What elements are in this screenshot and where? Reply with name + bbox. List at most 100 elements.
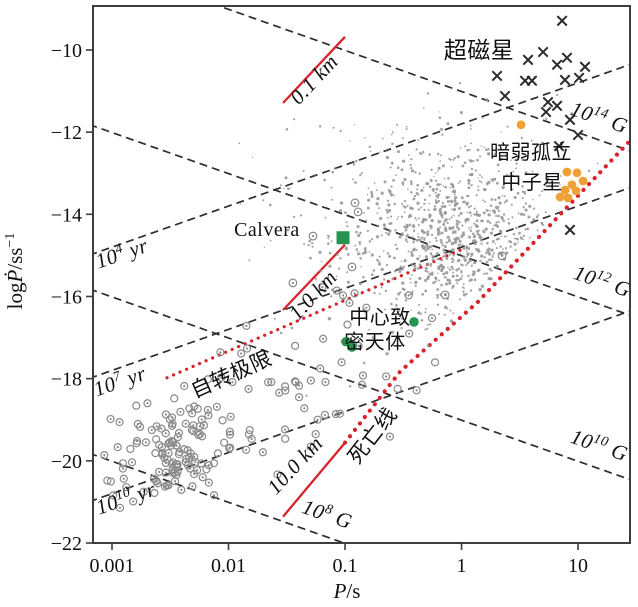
pulsar-dot (466, 211, 468, 214)
pulsar-dot (429, 264, 432, 267)
pulsar-dot (403, 265, 405, 268)
pulsar-dot (471, 273, 475, 277)
pulsar-dot (503, 195, 506, 198)
y-tick-label: −10 (51, 40, 82, 62)
binary-pulsar-ring (242, 344, 252, 353)
binary-pulsar-dot (192, 424, 195, 427)
pulsar-dot (403, 211, 406, 214)
binary-pulsar-ring (181, 419, 190, 428)
pulsar-dot (495, 265, 499, 269)
pulsar-dot (515, 167, 517, 170)
binary-pulsar-dot (430, 316, 434, 320)
binary-pulsar-ring (237, 349, 246, 358)
pulsar-dot (522, 234, 526, 238)
pulsar-dot (524, 228, 527, 231)
pulsar-dot (415, 249, 418, 251)
magnetar-marker (542, 96, 554, 108)
pulsar-dot (469, 124, 472, 127)
pulsar-dot (527, 215, 531, 219)
binary-pulsar-dot (341, 294, 345, 297)
binary-pulsar-dot (212, 494, 216, 497)
pulsar-dot (455, 225, 459, 229)
pulsar-dot (442, 272, 446, 276)
pulsar-dot (475, 210, 478, 213)
pulsar-dot (531, 170, 534, 173)
binary-pulsar-ring (204, 478, 213, 487)
pulsar-dot (443, 255, 446, 258)
binary-pulsar-dot (360, 383, 364, 386)
binary-pulsar-ring (197, 459, 206, 468)
binary-pulsar-ring (203, 405, 213, 415)
pulsar-dot (430, 218, 434, 223)
pulsar-dot (445, 271, 449, 275)
binary-pulsar-ring (335, 409, 345, 418)
pulsar-dot (380, 286, 383, 289)
pulsar-dot (282, 187, 285, 190)
pulsar-dot (506, 173, 508, 176)
binary-pulsar-ring (161, 429, 170, 438)
xdins-marker (555, 192, 565, 202)
pulsar-dot (417, 139, 420, 141)
pulsar-dot (426, 323, 429, 326)
pulsar-dot (488, 258, 491, 261)
pulsar-dot (430, 226, 433, 229)
binary-pulsar-ring (217, 373, 226, 382)
pulsar-dot (415, 191, 419, 195)
pulsar-dot (441, 201, 445, 205)
pulsar-dot (537, 214, 540, 216)
y-tick-label: −18 (51, 369, 82, 391)
pulsar-dot (468, 206, 471, 209)
binary-pulsar-dot (365, 306, 368, 309)
pulsar-dot (439, 154, 443, 157)
binary-pulsar-dot (198, 425, 201, 428)
pulsar-dot (521, 153, 524, 156)
pulsar-dot (339, 257, 342, 260)
pulsar-dot (443, 204, 447, 209)
binary-pulsar-ring (281, 434, 290, 443)
binary-pulsar-dot (415, 389, 418, 392)
pulsar-dot (521, 158, 524, 161)
pulsar-dot (375, 235, 380, 239)
magnetar-marker (491, 70, 503, 82)
pulsar-dot (279, 184, 282, 187)
pulsar-dot (492, 252, 495, 255)
pulsar-dot (477, 249, 481, 253)
pulsar-dot (385, 150, 388, 153)
pulsar-dot (314, 173, 317, 176)
pulsar-dot (436, 183, 439, 186)
pulsar-dot (475, 194, 478, 197)
pulsar-dot (442, 266, 445, 268)
pulsar-dot (436, 257, 440, 261)
binary-pulsar-ring (174, 428, 184, 438)
pulsar-dot (421, 293, 425, 296)
binary-pulsar-ring (311, 429, 320, 439)
binary-pulsar-dot (245, 448, 248, 451)
pulsar-dot (417, 223, 420, 227)
pulsar-dot (483, 200, 487, 203)
pulsar-dot (465, 264, 468, 267)
binary-pulsar-ring (350, 198, 360, 208)
binary-pulsar-ring (291, 378, 300, 387)
pulsar-dot (426, 344, 430, 347)
pulsar-dot (460, 196, 464, 200)
cco-label-line2: 密天体 (344, 331, 406, 354)
x-tick-label: 10 (568, 555, 588, 577)
pulsar-dot (459, 180, 462, 183)
pulsar-dot (415, 148, 418, 151)
pulsar-dot (410, 182, 413, 186)
pulsar-dot (520, 136, 523, 140)
pulsar-dot (398, 235, 402, 239)
pulsar-dot (434, 179, 438, 182)
binary-pulsar-ring (280, 425, 290, 434)
pulsar-dot (476, 269, 480, 273)
pulsar-dot (491, 240, 495, 243)
pulsar-dot (448, 238, 452, 242)
pulsar-dot (444, 226, 447, 230)
pulsar-dot (446, 235, 450, 240)
pulsar-dot (466, 252, 470, 256)
pulsar-dot (467, 182, 471, 185)
pulsar-dot (485, 182, 489, 186)
binary-pulsar-ring (345, 298, 354, 307)
pulsar-dot (450, 249, 454, 252)
pulsar-dot (461, 224, 464, 227)
